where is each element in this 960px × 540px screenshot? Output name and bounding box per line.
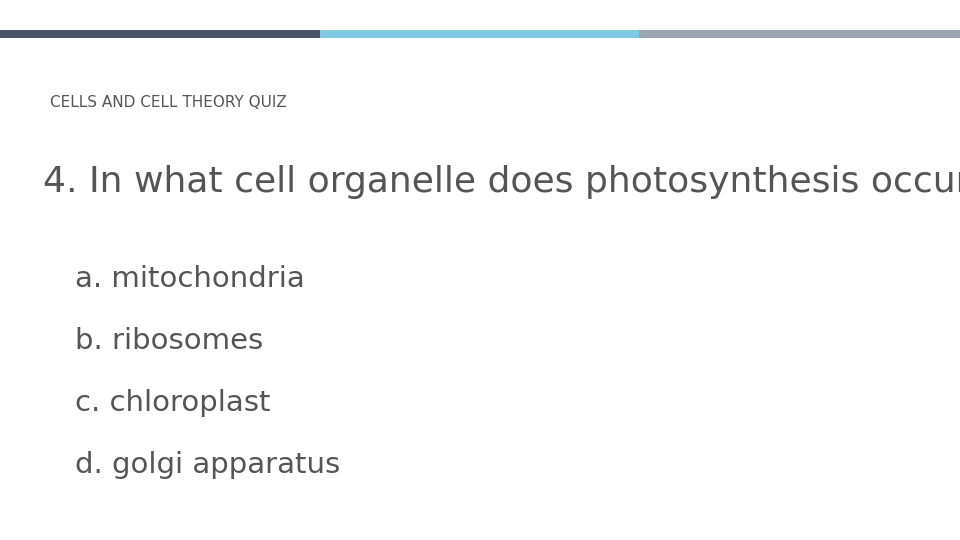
Text: d. golgi apparatus: d. golgi apparatus xyxy=(75,451,340,479)
Text: b. ribosomes: b. ribosomes xyxy=(75,327,263,355)
Text: CELLS AND CELL THEORY QUIZ: CELLS AND CELL THEORY QUIZ xyxy=(50,95,287,110)
Text: a. mitochondria: a. mitochondria xyxy=(75,265,304,293)
Text: 4. In what cell organelle does photosynthesis occur?: 4. In what cell organelle does photosynt… xyxy=(43,165,960,199)
Text: c. chloroplast: c. chloroplast xyxy=(75,389,271,417)
